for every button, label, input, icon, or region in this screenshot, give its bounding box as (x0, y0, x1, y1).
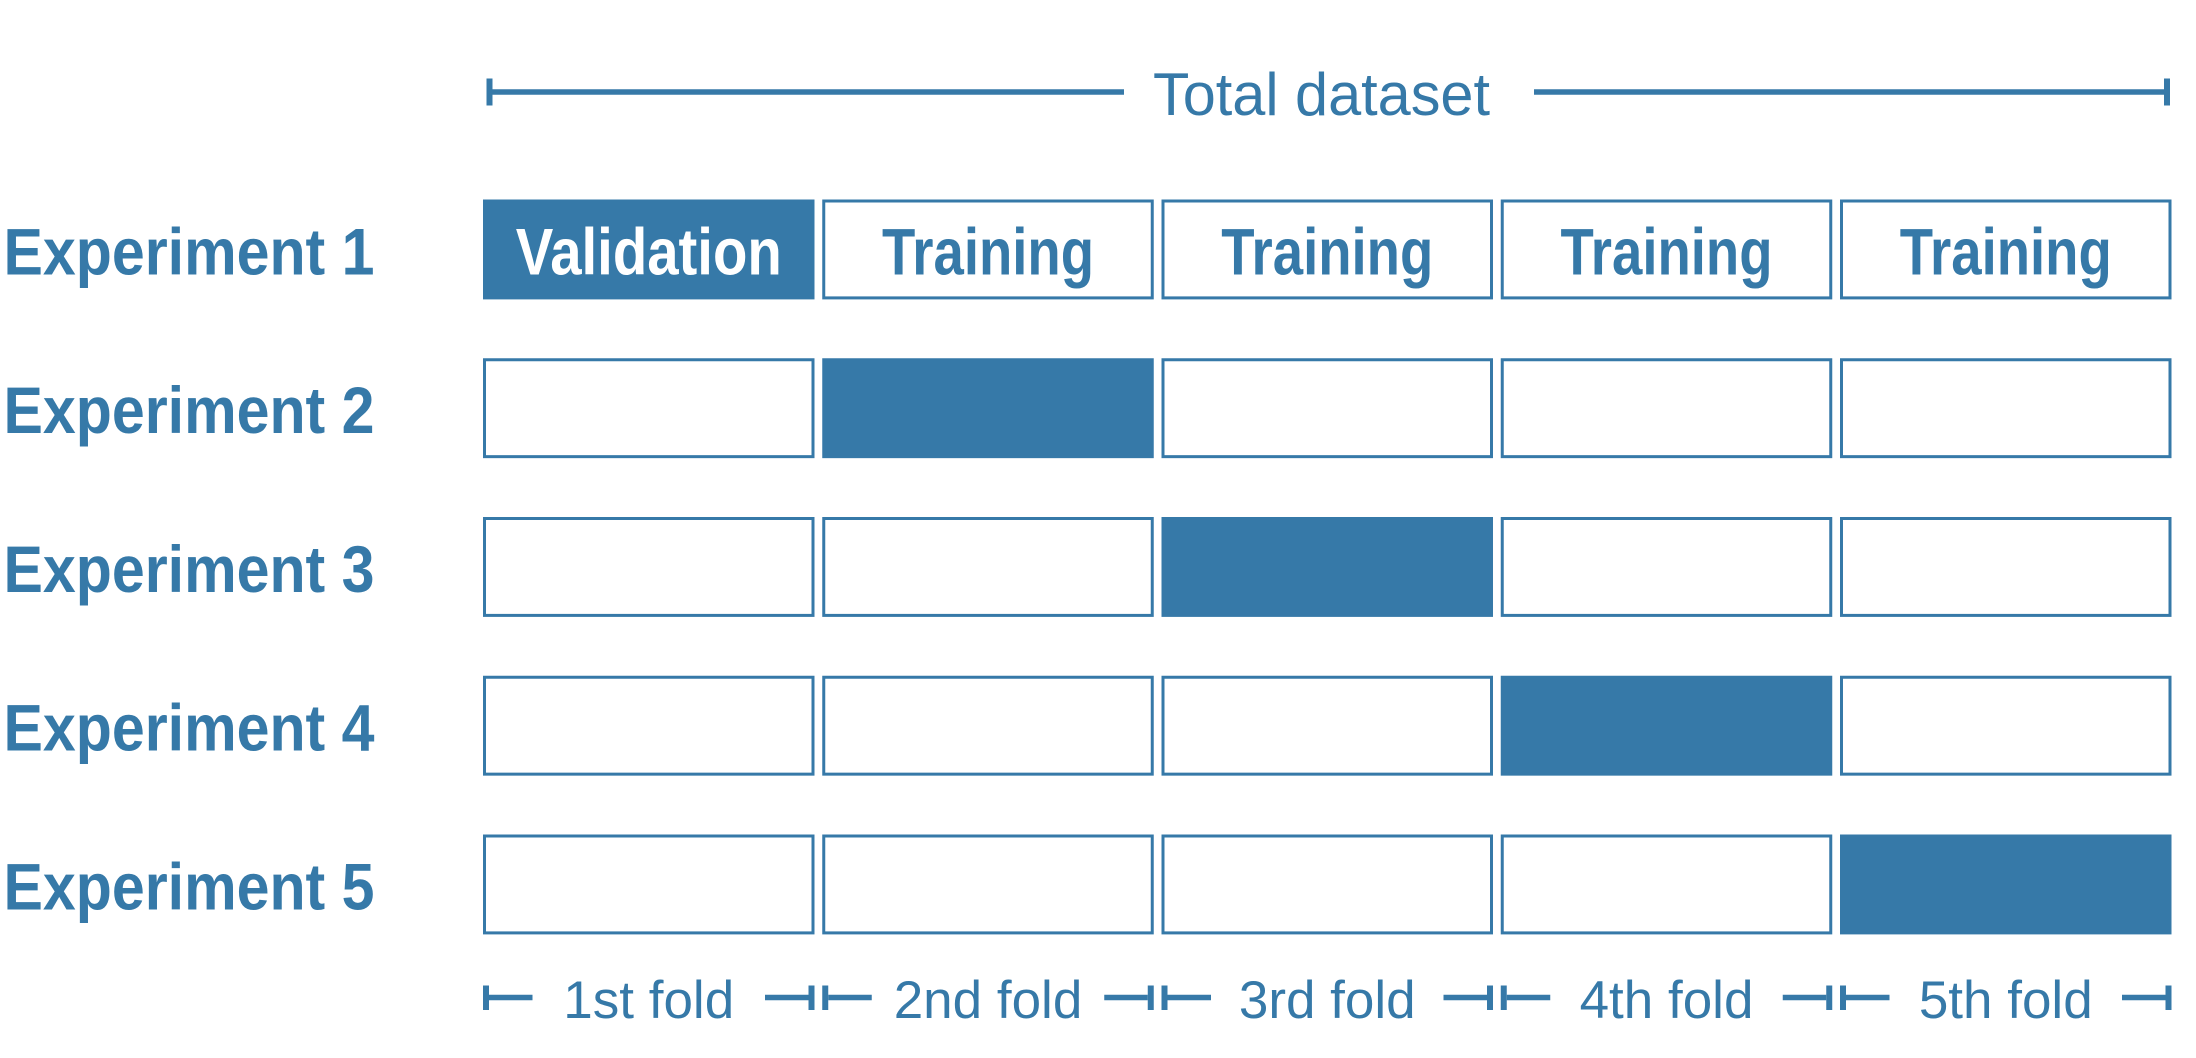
svg-text:5th fold: 5th fold (1919, 971, 2093, 1030)
svg-text:Experiment 1: Experiment 1 (4, 214, 375, 288)
svg-text:Experiment 3: Experiment 3 (4, 532, 375, 606)
svg-text:2nd fold: 2nd fold (894, 971, 1083, 1030)
svg-text:Training: Training (1900, 215, 2112, 289)
svg-text:Training: Training (882, 215, 1094, 289)
svg-text:3rd fold: 3rd fold (1239, 971, 1416, 1030)
svg-text:Training: Training (1561, 215, 1773, 289)
svg-text:1st fold: 1st fold (563, 971, 734, 1030)
svg-text:Experiment 4: Experiment 4 (4, 691, 375, 765)
svg-text:Experiment 5: Experiment 5 (4, 849, 375, 923)
svg-text:Experiment 2: Experiment 2 (4, 373, 375, 447)
svg-text:Validation: Validation (516, 215, 782, 289)
svg-text:4th fold: 4th fold (1580, 971, 1754, 1030)
svg-text:Training: Training (1221, 215, 1433, 289)
svg-text:Total dataset: Total dataset (1153, 61, 1490, 128)
